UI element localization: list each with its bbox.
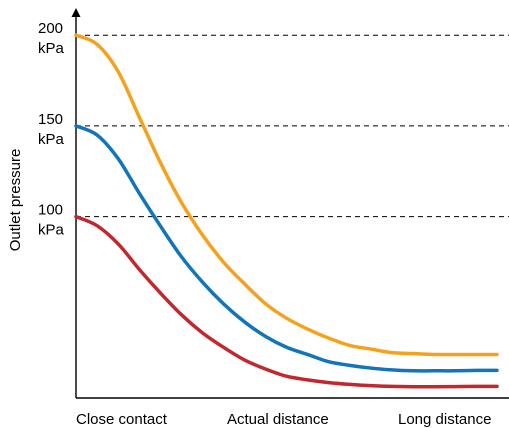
x-tick-label-close-contact: Close contact xyxy=(76,411,168,428)
x-tick-label-actual-distance: Actual distance xyxy=(227,411,329,428)
y-tick-unit-100: kPa xyxy=(38,222,65,239)
x-tick-label-long-distance: Long distance xyxy=(398,411,491,428)
y-tick-unit-200: kPa xyxy=(38,40,65,57)
series-lines xyxy=(74,33,499,389)
series-line-2 xyxy=(74,124,499,373)
y-tick-label-100: 100 xyxy=(38,202,63,219)
y-tick-unit-150: kPa xyxy=(38,131,65,148)
y-tick-labels: 200 kPa 150 kPa 100 kPa xyxy=(38,20,65,238)
gridlines xyxy=(76,34,509,218)
y-tick-label-150: 150 xyxy=(38,111,63,128)
series-line-3 xyxy=(74,214,499,389)
y-axis-label: Outlet pressure xyxy=(7,149,24,252)
series-line-1 xyxy=(74,33,499,357)
y-tick-label-200: 200 xyxy=(38,20,63,37)
y-axis-arrow xyxy=(71,8,81,17)
